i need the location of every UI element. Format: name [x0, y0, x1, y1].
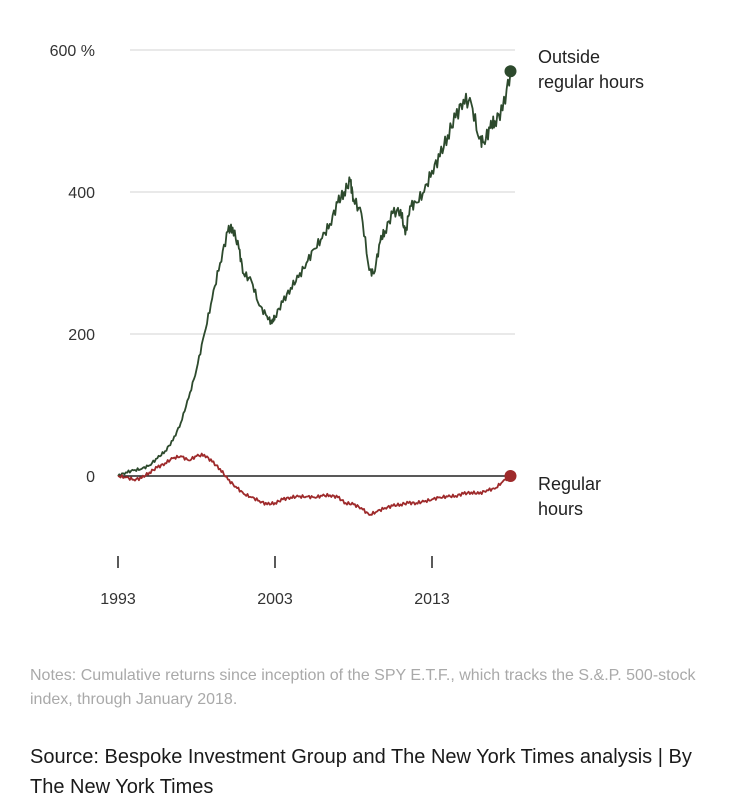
series-label: hours [538, 499, 583, 519]
chart-source: Source: Bespoke Investment Group and The… [30, 746, 692, 798]
chart-notes: Notes: Cumulative returns since inceptio… [30, 667, 696, 708]
series-label: Outside [538, 47, 600, 67]
x-tick-label: 2003 [257, 591, 293, 608]
outside-hours-end-dot [504, 65, 517, 78]
y-tick-label: 400 [68, 185, 95, 202]
x-tick-label: 1993 [100, 591, 136, 608]
regular-hours-line [117, 452, 512, 516]
regular-hours-end-dot [504, 470, 517, 482]
y-tick-label: 0 [86, 469, 95, 486]
series-label: regular hours [538, 72, 644, 92]
x-tick-label: 2013 [414, 591, 450, 608]
y-tick-label: 600 % [50, 43, 95, 60]
outside-hours-line [117, 71, 512, 478]
series-label: Regular [538, 474, 601, 494]
chart: 600 % 400 200 0 1993 2003 2013 Outside regular h… [50, 43, 644, 608]
y-tick-label: 200 [68, 327, 95, 344]
